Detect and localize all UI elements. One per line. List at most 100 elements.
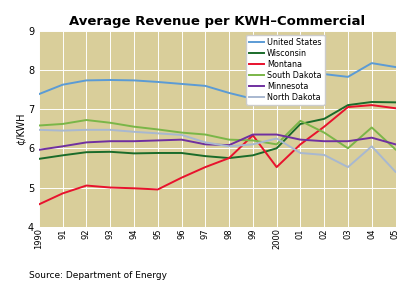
North Dakota (132, 130, 137, 133)
Montana (393, 106, 398, 110)
North Dakota (84, 128, 89, 132)
United States (84, 79, 89, 82)
Minnesota (37, 148, 42, 151)
Montana (84, 184, 89, 187)
Minnesota (108, 140, 113, 143)
Montana (132, 187, 137, 190)
Legend: United States, Wisconsin, Montana, South Dakota, Minnesota, North Dakota: United States, Wisconsin, Montana, South… (246, 35, 325, 105)
Line: Minnesota: Minnesota (39, 135, 395, 150)
Wisconsin (322, 117, 327, 121)
Minnesota (298, 138, 303, 141)
Minnesota (155, 139, 160, 142)
Wisconsin (298, 122, 303, 126)
North Dakota (227, 145, 232, 148)
South Dakota (37, 124, 42, 127)
South Dakota (369, 126, 374, 129)
North Dakota (37, 128, 42, 132)
Line: Montana: Montana (39, 105, 395, 204)
Minnesota (345, 140, 350, 143)
Montana (369, 103, 374, 107)
United States (37, 92, 42, 96)
Wisconsin (84, 151, 89, 154)
Minnesota (227, 143, 232, 147)
Montana (203, 166, 208, 169)
South Dakota (203, 133, 208, 136)
North Dakota (345, 166, 350, 169)
United States (345, 75, 350, 79)
United States (393, 65, 398, 69)
Wisconsin (369, 100, 374, 104)
Minnesota (60, 145, 65, 148)
South Dakota (227, 138, 232, 141)
United States (369, 62, 374, 65)
United States (132, 79, 137, 82)
North Dakota (60, 129, 65, 132)
Line: North Dakota: North Dakota (39, 130, 395, 172)
Montana (227, 157, 232, 160)
Wisconsin (60, 154, 65, 157)
Montana (250, 134, 255, 137)
North Dakota (369, 145, 374, 148)
Minnesota (369, 136, 374, 139)
South Dakota (393, 148, 398, 151)
North Dakota (179, 133, 184, 137)
South Dakota (60, 122, 65, 126)
United States (250, 97, 255, 101)
Wisconsin (108, 150, 113, 153)
South Dakota (179, 131, 184, 134)
Wisconsin (155, 151, 160, 155)
North Dakota (250, 143, 255, 146)
Wisconsin (393, 101, 398, 104)
Minnesota (203, 143, 208, 146)
North Dakota (155, 132, 160, 135)
South Dakota (274, 143, 279, 146)
Y-axis label: ¢/KWH: ¢/KWH (15, 112, 25, 145)
Wisconsin (203, 155, 208, 158)
Line: United States: United States (39, 63, 395, 99)
South Dakota (322, 131, 327, 134)
Wisconsin (179, 151, 184, 155)
United States (108, 78, 113, 82)
United States (322, 72, 327, 76)
Minnesota (179, 138, 184, 141)
Montana (60, 192, 65, 195)
Montana (155, 188, 160, 191)
South Dakota (155, 128, 160, 131)
United States (203, 84, 208, 88)
South Dakota (108, 121, 113, 124)
Line: South Dakota: South Dakota (39, 120, 395, 149)
North Dakota (322, 153, 327, 157)
United States (298, 71, 303, 75)
Wisconsin (227, 157, 232, 160)
North Dakota (298, 151, 303, 155)
Montana (274, 166, 279, 169)
Text: Source: Department of Energy: Source: Department of Energy (29, 271, 167, 280)
Wisconsin (274, 147, 279, 150)
Montana (345, 105, 350, 109)
Wisconsin (132, 152, 137, 155)
United States (179, 82, 184, 86)
United States (274, 90, 279, 94)
South Dakota (298, 119, 303, 123)
South Dakota (345, 147, 350, 150)
Minnesota (132, 140, 137, 143)
South Dakota (84, 118, 89, 122)
Wisconsin (345, 103, 350, 107)
Minnesota (393, 143, 398, 146)
Minnesota (250, 133, 255, 136)
Title: Average Revenue per KWH–Commercial: Average Revenue per KWH–Commercial (69, 15, 365, 28)
South Dakota (250, 139, 255, 142)
Line: Wisconsin: Wisconsin (39, 102, 395, 159)
Minnesota (322, 140, 327, 143)
United States (227, 91, 232, 95)
Montana (108, 186, 113, 189)
Wisconsin (37, 157, 42, 160)
United States (155, 80, 160, 84)
North Dakota (108, 128, 113, 132)
Montana (298, 143, 303, 146)
Wisconsin (250, 154, 255, 157)
South Dakota (132, 125, 137, 128)
North Dakota (393, 170, 398, 173)
North Dakota (203, 141, 208, 144)
Montana (322, 125, 327, 128)
